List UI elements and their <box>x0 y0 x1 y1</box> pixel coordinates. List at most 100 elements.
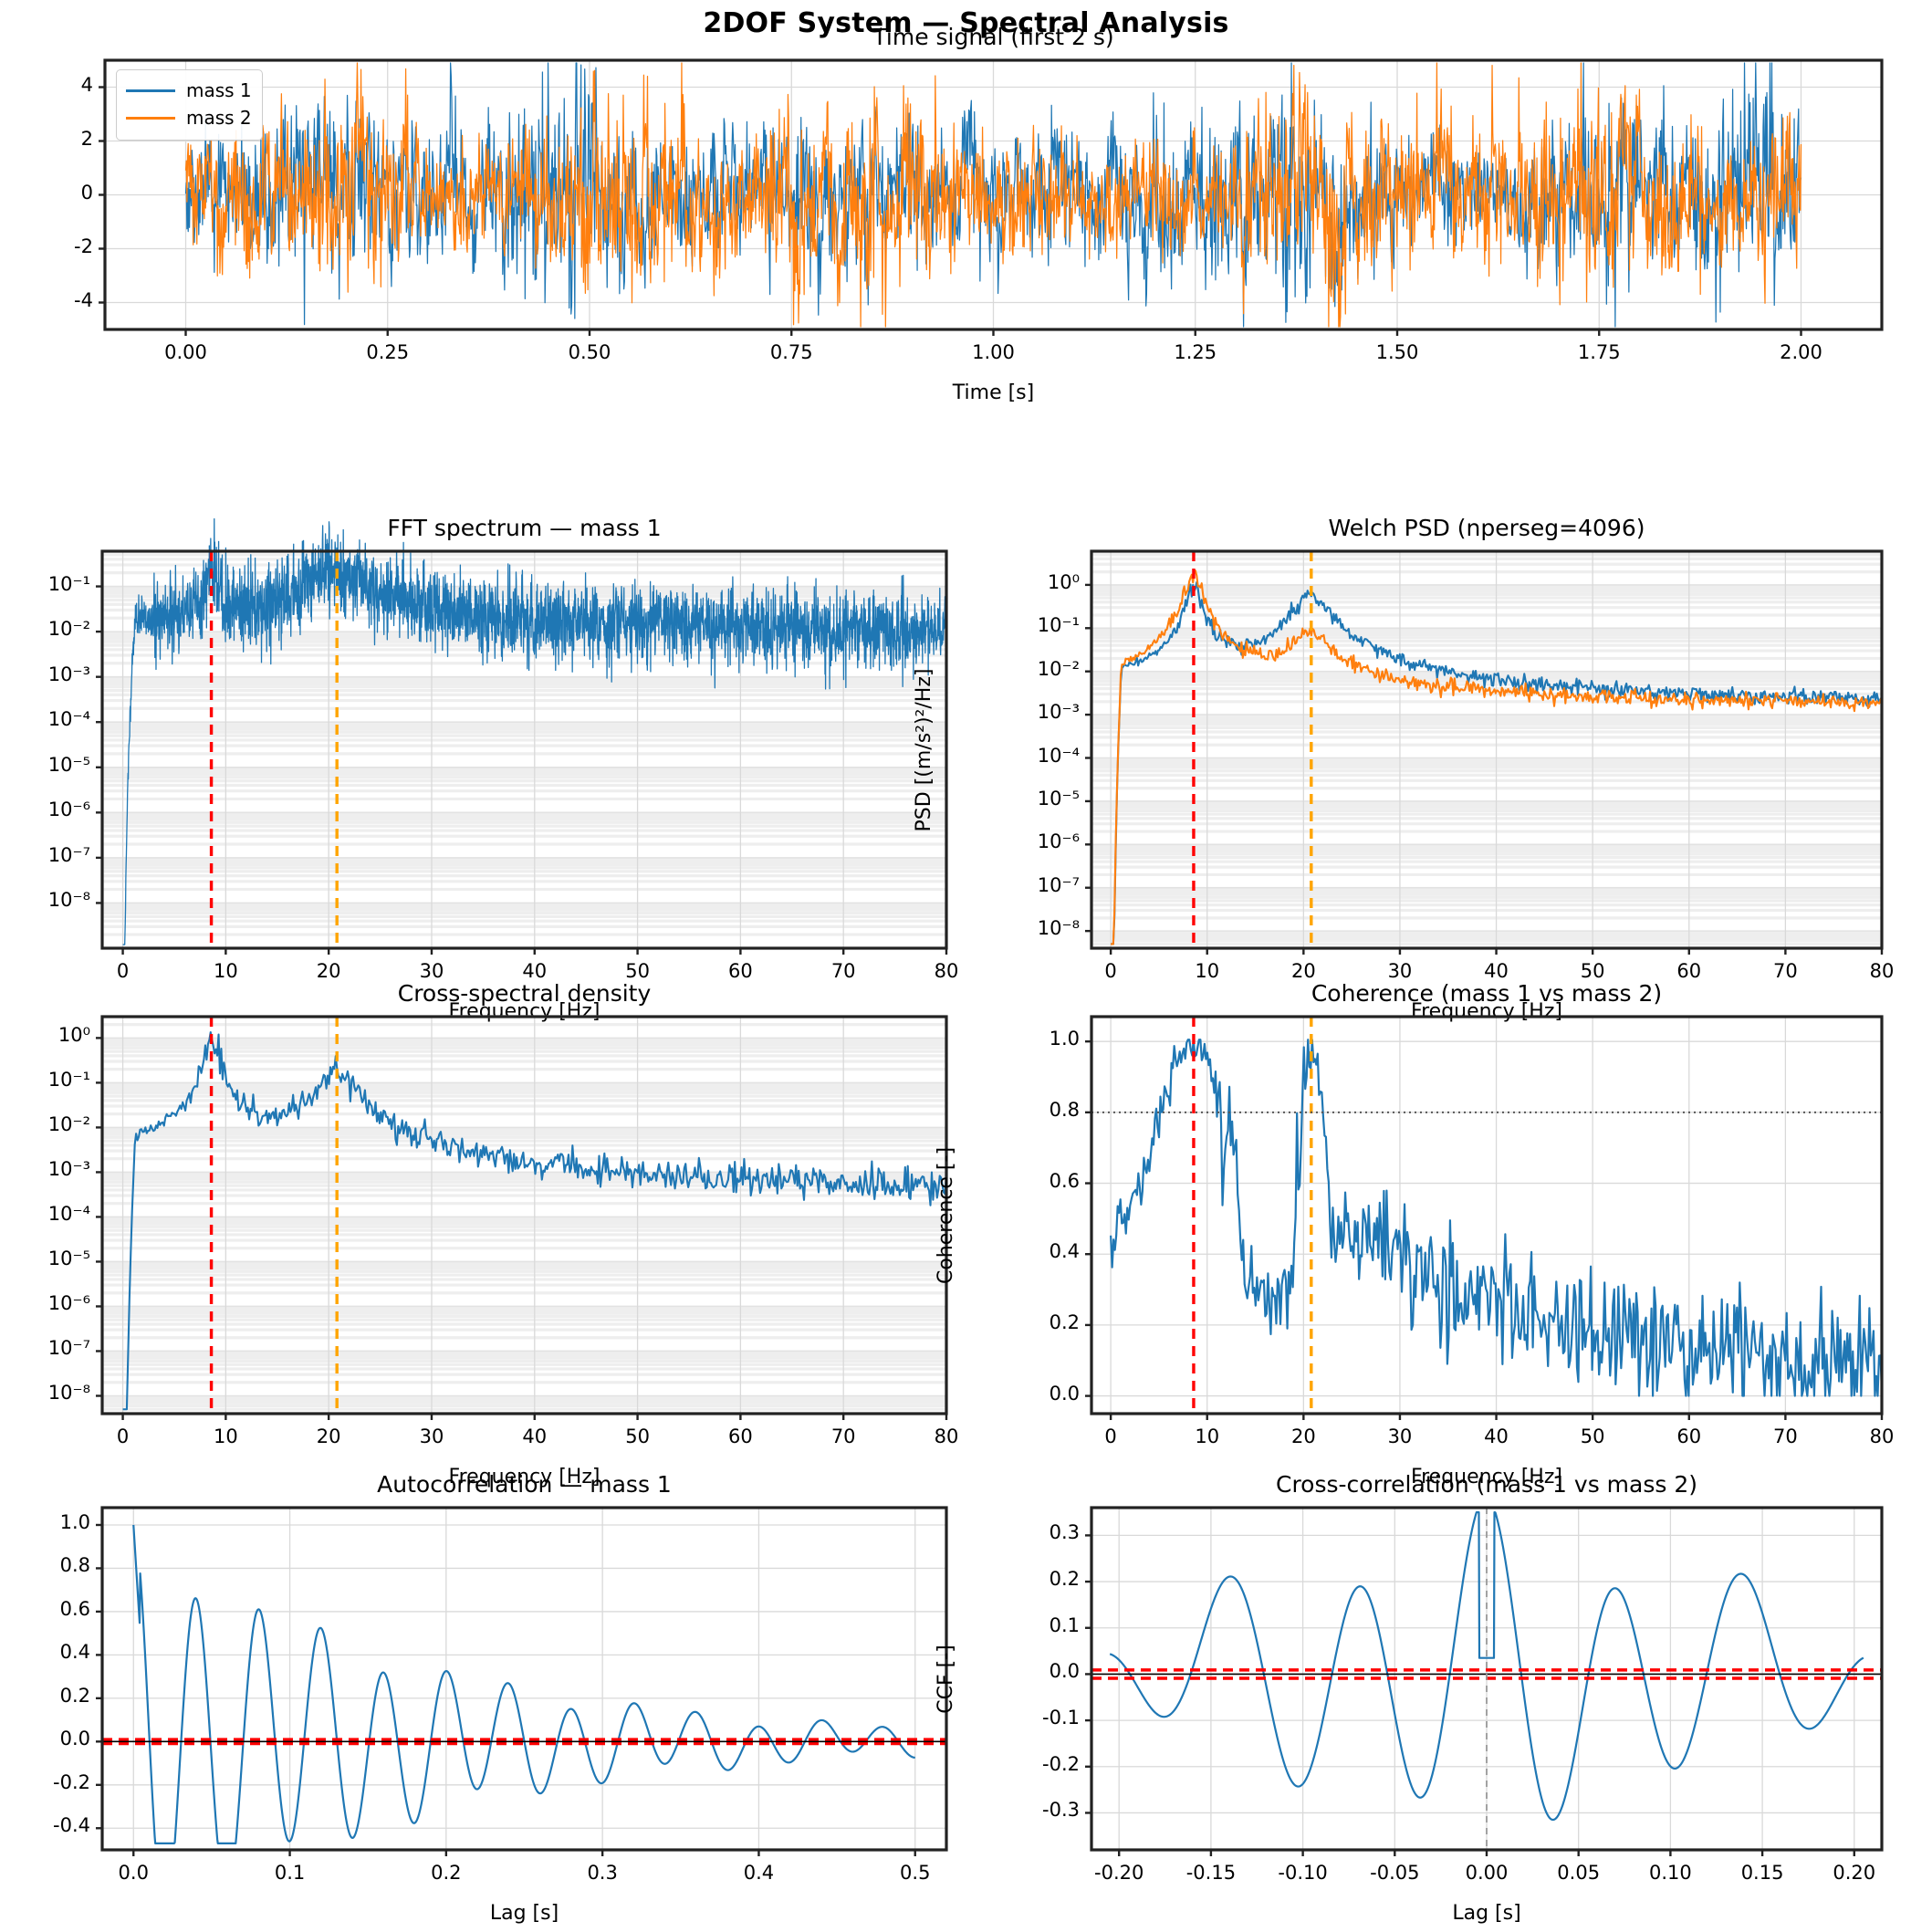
y-tick-label: 0.2 <box>59 1684 90 1707</box>
y-tick-label: -0.2 <box>53 1770 90 1793</box>
x-tick-label: 30 <box>419 960 444 982</box>
plot-area-fft-mass1 <box>96 517 948 955</box>
y-tick-label: 4 <box>80 73 93 96</box>
x-tick-label: 50 <box>1580 1426 1605 1447</box>
y-tick-label: 10⁻¹ <box>47 1069 90 1091</box>
x-axis-label: Lag [s] <box>1452 1902 1521 1925</box>
x-tick-label: 70 <box>830 960 856 982</box>
x-tick-label: 40 <box>1484 960 1509 982</box>
y-tick-label: 10⁻² <box>47 1113 90 1136</box>
x-tick-label: 50 <box>625 1426 650 1447</box>
x-tick-label: 10 <box>1195 960 1220 982</box>
plot-area-time-signal <box>99 58 1884 336</box>
y-tick-label: 0.8 <box>1049 1098 1080 1121</box>
x-tick-label: 2.00 <box>1780 341 1822 363</box>
x-tick-label: 20 <box>1290 1426 1316 1447</box>
x-tick-label: 60 <box>1676 1426 1702 1447</box>
y-tick-label: 10⁻⁵ <box>47 753 90 776</box>
y-tick-label: -2 <box>74 235 93 257</box>
y-tick-label: 0.8 <box>59 1554 90 1577</box>
y-tick-label: 10⁰ <box>57 1024 90 1047</box>
x-tick-label: 10 <box>1195 1426 1220 1447</box>
y-tick-label: 0.0 <box>1049 1382 1080 1405</box>
plot-area-csd <box>96 1015 948 1420</box>
x-axis-label: Frequency [Hz] <box>448 1000 600 1023</box>
x-tick-label: -0.15 <box>1185 1862 1237 1884</box>
x-tick-label: 0.00 <box>1465 1862 1509 1884</box>
x-tick-label: -0.05 <box>1370 1862 1420 1884</box>
legend-swatch-icon <box>126 89 175 92</box>
y-tick-label: 0.4 <box>59 1641 90 1664</box>
y-tick-label: 10⁻¹ <box>47 572 90 595</box>
panel-title-welch-psd: Welch PSD (nperseg=4096) <box>1328 515 1645 541</box>
x-tick-label: 40 <box>522 1426 548 1447</box>
legend-swatch-icon <box>126 117 175 120</box>
x-tick-label: 50 <box>625 960 650 982</box>
x-tick-label: 0.20 <box>1833 1862 1876 1884</box>
y-tick-label: -0.3 <box>1042 1799 1080 1822</box>
y-tick-label: 10⁻⁸ <box>47 889 90 912</box>
y-tick-label: 0.6 <box>1049 1169 1080 1192</box>
y-tick-label: 0.0 <box>1049 1660 1080 1683</box>
x-tick-label: 50 <box>1580 960 1605 982</box>
x-tick-label: 20 <box>316 960 341 982</box>
y-tick-label: 10⁻⁴ <box>47 708 90 731</box>
y-tick-label: 0.1 <box>1049 1613 1080 1636</box>
panel-title-acf: Autocorrelation — mass 1 <box>377 1471 672 1498</box>
y-tick-label: -4 <box>74 288 93 311</box>
x-tick-label: 0 <box>116 960 130 982</box>
y-tick-label: 0.2 <box>1049 1311 1080 1333</box>
y-tick-label: -0.4 <box>53 1814 90 1837</box>
x-tick-label: 0 <box>1104 1426 1117 1447</box>
x-tick-label: 1.75 <box>1577 341 1621 363</box>
y-tick-label: -0.1 <box>1042 1707 1080 1729</box>
y-tick-label: 0.4 <box>1049 1240 1080 1263</box>
y-tick-label: 10⁻³ <box>47 663 90 685</box>
y-tick-label: 10⁻⁷ <box>47 1337 90 1360</box>
y-tick-label: 10⁻² <box>47 618 90 641</box>
y-tick-label: 10⁻³ <box>47 1158 90 1181</box>
y-tick-label: 10⁻⁶ <box>47 799 90 821</box>
x-tick-label: 0.25 <box>366 341 410 363</box>
x-tick-label: 80 <box>1869 1426 1895 1447</box>
x-tick-label: 0 <box>116 1426 130 1447</box>
x-tick-label: 10 <box>213 1426 238 1447</box>
x-tick-label: -0.10 <box>1278 1862 1328 1884</box>
legend-time-signal[interactable]: mass 1 mass 2 <box>116 69 263 141</box>
x-tick-label: 20 <box>316 1426 341 1447</box>
x-tick-label: 0.00 <box>164 341 207 363</box>
x-tick-label: 0.10 <box>1649 1862 1692 1884</box>
x-tick-label: 10 <box>213 960 238 982</box>
y-tick-label: -0.2 <box>1042 1752 1080 1775</box>
y-tick-label: 10⁻³ <box>1037 701 1080 724</box>
x-tick-label: 1.50 <box>1375 341 1419 363</box>
x-tick-label: 0.0 <box>118 1862 149 1884</box>
axes-spine <box>1090 1015 1884 1415</box>
y-tick-label: 10⁻⁸ <box>1037 917 1080 940</box>
y-tick-label: 10⁻⁷ <box>1037 873 1080 896</box>
time-series-2 <box>184 62 1802 328</box>
x-tick-label: 70 <box>1773 960 1798 982</box>
acf-series <box>132 1524 916 1844</box>
panel-title-time-signal: Time signal (first 2 s) <box>872 24 1114 50</box>
panel-title-coherence: Coherence (mass 1 vs mass 2) <box>1311 980 1663 1007</box>
y-tick-label: 10⁻² <box>1037 657 1080 680</box>
x-tick-label: 0.2 <box>431 1862 462 1884</box>
y-axis-label: PSD [(m/s²)²/Hz] <box>913 668 935 831</box>
x-tick-label: 1.00 <box>972 341 1015 363</box>
y-tick-label: 10⁻⁵ <box>1037 787 1080 809</box>
axes-spine <box>100 549 948 950</box>
x-axis-label: Frequency [Hz] <box>1411 1000 1562 1023</box>
y-tick-label: 10⁻⁸ <box>47 1382 90 1405</box>
y-tick-label: 1.0 <box>59 1510 90 1533</box>
x-tick-label: 60 <box>728 960 753 982</box>
y-tick-label: 10⁻⁴ <box>1037 744 1080 767</box>
psd-series-2 <box>1111 569 1883 945</box>
x-tick-label: 0 <box>1104 960 1117 982</box>
x-axis-label: Frequency [Hz] <box>448 1466 600 1488</box>
legend-label: mass 1 <box>186 79 252 101</box>
coherence-series <box>1110 1039 1884 1397</box>
x-tick-label: 60 <box>728 1426 753 1447</box>
y-tick-label: 10⁻⁶ <box>1037 830 1080 853</box>
